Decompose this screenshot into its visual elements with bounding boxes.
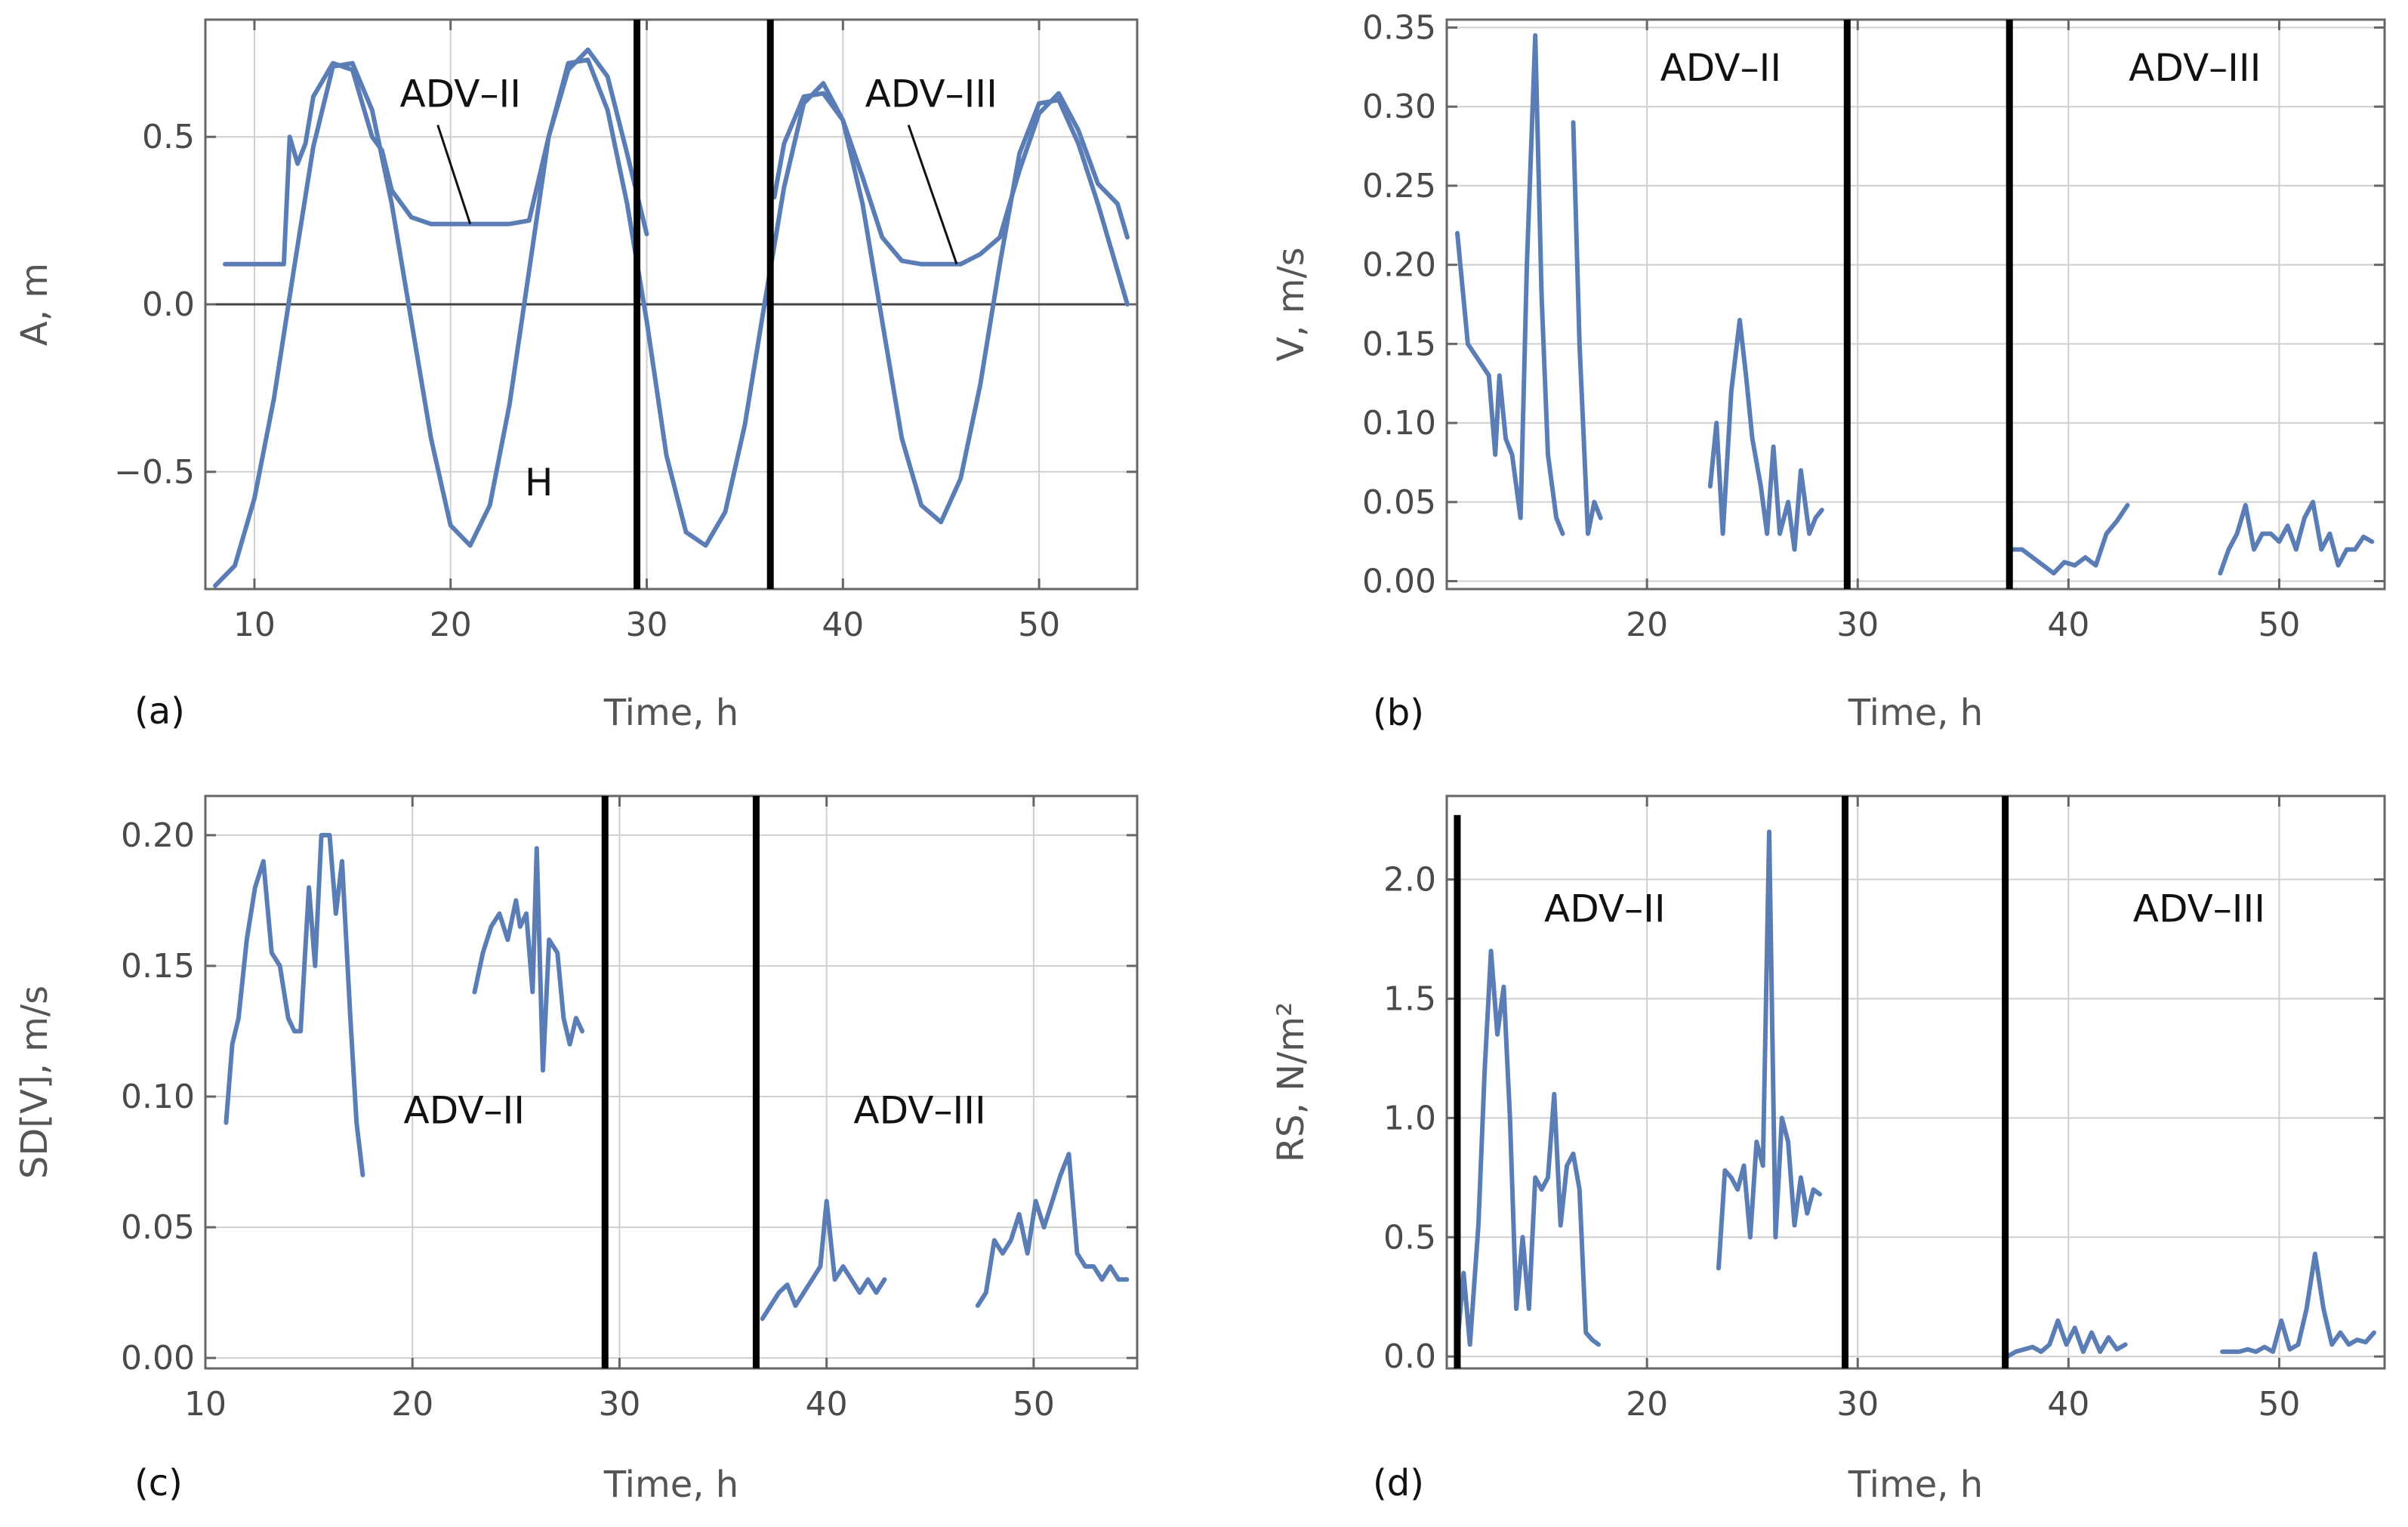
series-line: [760, 1198, 887, 1322]
y-tick-label: 0.30: [1362, 88, 1436, 126]
y-tick-label: 0.00: [1362, 563, 1436, 601]
y-tick-label: 0.0: [142, 285, 195, 324]
panel-c: 10 20 30 40 50 0.00 0.05 0.10 0.15 0.20 Time, h SD[…: [14, 794, 1139, 1506]
y-tick-label: 0.0: [1383, 1337, 1436, 1376]
y-tick-label: 0.20: [1362, 246, 1436, 285]
x-tick-label: 40: [2047, 1385, 2089, 1424]
annotation: ADV–III: [853, 1088, 985, 1132]
y-tick-label: 1.5: [1383, 979, 1436, 1018]
annotation: ADV–II: [1660, 46, 1782, 90]
x-axis-label: Time, h: [1848, 1464, 1983, 1506]
x-tick-label: 50: [1018, 606, 1060, 644]
x-tick-label: 30: [598, 1385, 640, 1424]
series-line: [472, 846, 585, 1073]
plot-frame: [204, 794, 1139, 1370]
series-line: [772, 91, 1130, 267]
x-axis-label: Time, h: [1848, 692, 1983, 734]
x-tick-label: 10: [184, 1385, 227, 1424]
series-line: [2009, 503, 2130, 576]
y-tick-label: 0.25: [1362, 167, 1436, 205]
x-axis-label: Time, h: [603, 1464, 738, 1506]
panel-label: (a): [134, 690, 185, 733]
annotation: ADV–II: [1544, 887, 1666, 930]
panel-label: (b): [1373, 692, 1424, 734]
y-tick-label: 0.20: [121, 816, 195, 855]
series-line: [224, 832, 365, 1177]
x-tick-label: 20: [1626, 1385, 1668, 1424]
series-line: [975, 1152, 1130, 1308]
annotation: ADV–III: [2133, 887, 2265, 930]
x-tick-label: 30: [1836, 606, 1879, 644]
panel-b: 20 30 40 50 0.00 0.05 0.10 0.15 0.20 0.25 0.30 0.35…: [1270, 8, 2386, 734]
y-tick-label: 0.35: [1362, 8, 1436, 47]
series-line: [1455, 949, 1601, 1347]
annotation-leader: [907, 125, 958, 265]
series-line: [1716, 829, 1822, 1271]
annotation: ADV–II: [404, 1088, 526, 1132]
series-line: [1571, 120, 1603, 536]
x-tick-label: 50: [1013, 1385, 1055, 1424]
annotation-leader: [436, 125, 472, 225]
plot-frame: [1445, 794, 2386, 1370]
annotation: ADV–II: [399, 72, 521, 116]
series-line: [1707, 317, 1824, 552]
x-tick-label: 20: [430, 606, 472, 644]
y-tick-label: 0.15: [121, 947, 195, 986]
x-tick-label: 20: [391, 1385, 433, 1424]
annotation: H: [525, 461, 553, 504]
x-tick-label: 40: [806, 1385, 848, 1424]
series-line: [2218, 499, 2375, 576]
y-tick-label: 0.10: [121, 1078, 195, 1116]
y-tick-label: 2.0: [1383, 861, 1436, 899]
annotation: ADV–III: [865, 72, 997, 116]
y-tick-label: 1.0: [1383, 1099, 1436, 1137]
series-line: [1455, 32, 1565, 536]
x-tick-label: 20: [1626, 606, 1668, 644]
y-tick-label: 0.05: [1362, 483, 1436, 522]
plot-frame: [1445, 18, 2386, 591]
y-tick-label: 0.10: [1362, 404, 1436, 443]
x-tick-label: 30: [626, 606, 668, 644]
y-tick-label: 0.5: [1383, 1218, 1436, 1257]
x-tick-label: 50: [2258, 1385, 2300, 1424]
y-tick-label: 0.00: [121, 1339, 195, 1377]
y-axis-label: RS, N/m²: [1270, 1002, 1312, 1162]
y-tick-label: 0.5: [142, 118, 195, 156]
series-line: [213, 57, 1130, 588]
y-tick-label: −0.5: [114, 453, 195, 492]
series-line: [2220, 1251, 2376, 1354]
panel-d: 20 30 40 50 0.0 0.5 1.0 1.5 2.0 Time, h RS, N/m² (d…: [1270, 794, 2386, 1506]
y-axis-label: SD[V], m/s: [14, 986, 56, 1179]
x-tick-label: 10: [233, 606, 276, 644]
series-line: [2005, 1318, 2128, 1359]
x-tick-label: 40: [2047, 606, 2089, 644]
y-axis-label: V, m/s: [1270, 247, 1312, 361]
annotation: ADV–III: [2129, 46, 2261, 90]
y-tick-label: 0.15: [1362, 325, 1436, 363]
x-tick-label: 40: [822, 606, 864, 644]
x-axis-label: Time, h: [603, 692, 738, 734]
series-line: [223, 47, 649, 267]
panel-a: 10 20 30 40 50 −0.5 0.0 0.5 Time, h A, m (a) ADV–II…: [14, 18, 1139, 734]
y-tick-label: 0.05: [121, 1208, 195, 1247]
x-tick-label: 50: [2258, 606, 2300, 644]
panel-label: (c): [134, 1462, 183, 1504]
y-axis-label: A, m: [14, 263, 56, 346]
x-tick-label: 30: [1836, 1385, 1879, 1424]
panel-label: (d): [1373, 1462, 1424, 1504]
